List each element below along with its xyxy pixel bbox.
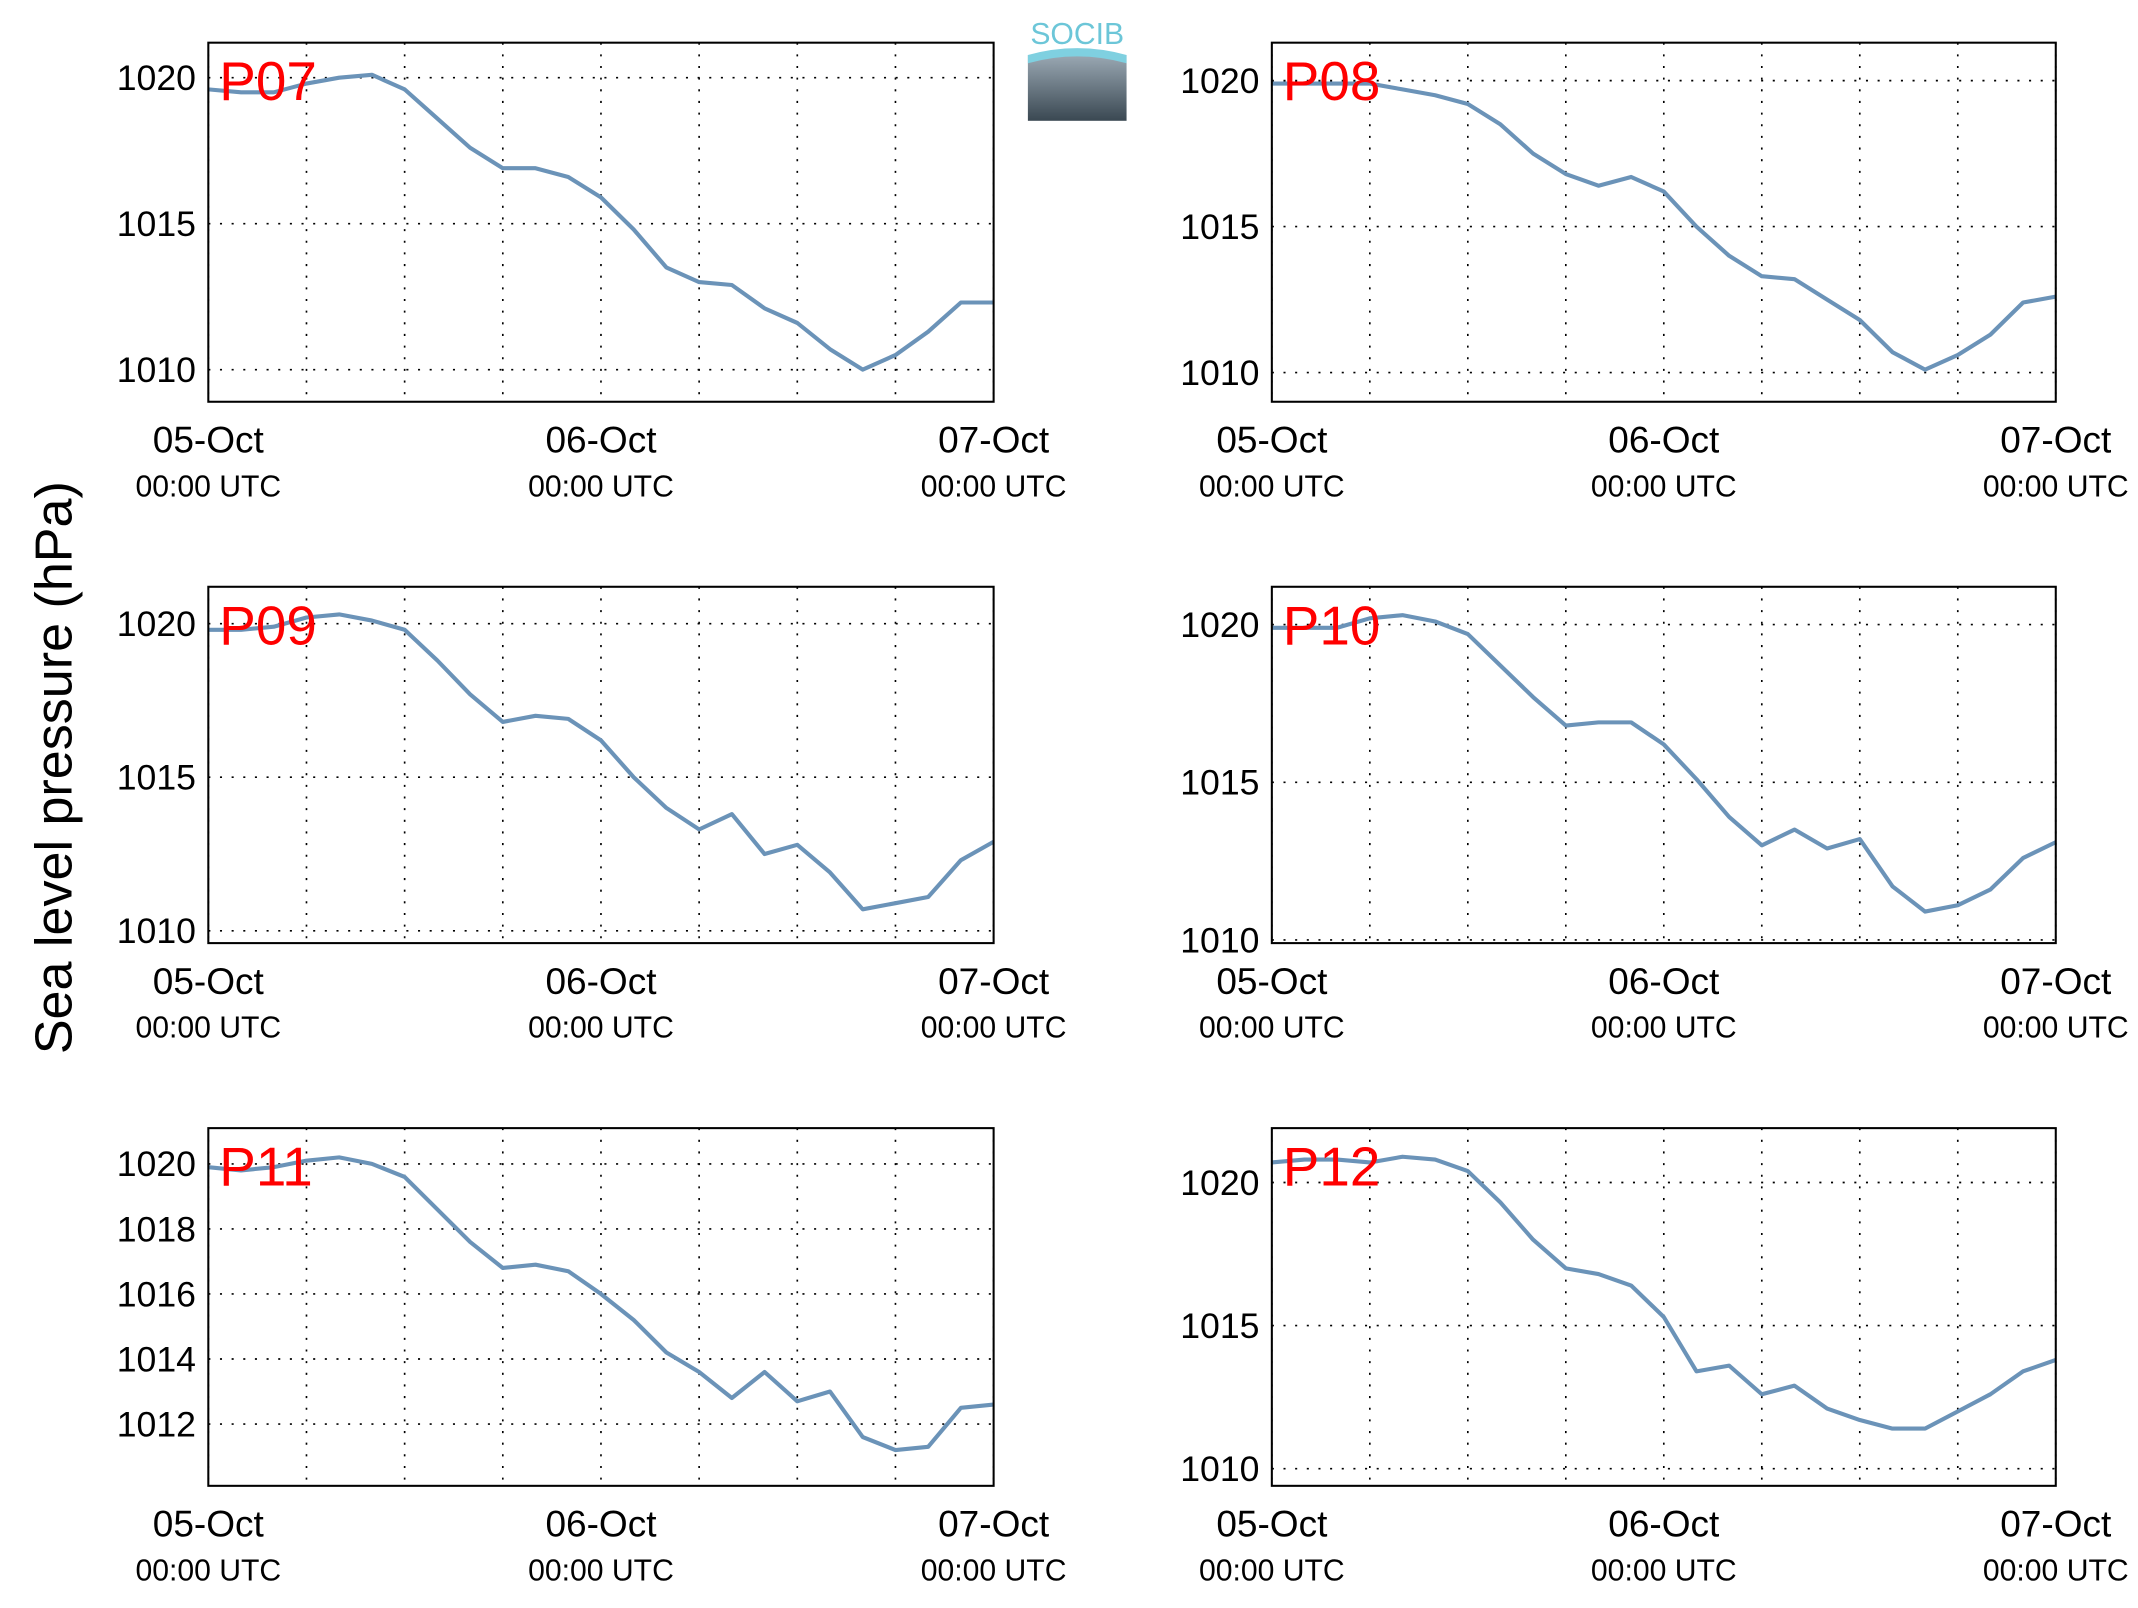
x-tick-label: 07-Oct	[938, 961, 1050, 1002]
logo-text: SOCIB	[1030, 18, 1124, 51]
data-line	[1271, 613, 2057, 914]
x-tick-sublabel: 00:00 UTC	[135, 470, 281, 503]
x-tick-sublabel: 00:00 UTC	[921, 1012, 1067, 1045]
y-tick-label: 1016	[117, 1274, 196, 1314]
x-tick-label: 07-Oct	[938, 419, 1050, 460]
x-tick-sublabel: 00:00 UTC	[1983, 1554, 2129, 1587]
x-tick-label: 05-Oct	[153, 961, 265, 1002]
subplot: 1010 1015 1020 05-Oct 00:00 UTC 06-Oct 00:00 U…	[117, 41, 1067, 503]
x-tick-sublabel: 00:00 UTC	[921, 1554, 1067, 1587]
y-tick-label: 1012	[117, 1404, 196, 1444]
x-tick-sublabel: 00:00 UTC	[1983, 1012, 2129, 1045]
x-tick-label: 06-Oct	[1608, 419, 1720, 460]
y-tick-label: 1010	[117, 911, 196, 951]
data-line	[208, 1155, 994, 1453]
panel-title: P08	[1283, 50, 1381, 112]
y-tick-label: 1010	[1180, 1449, 1259, 1489]
x-tick-sublabel: 00:00 UTC	[1591, 470, 1737, 503]
y-tick-label: 1015	[117, 204, 196, 244]
x-tick-sublabel: 00:00 UTC	[1591, 1012, 1737, 1045]
panel-title: P07	[219, 50, 317, 112]
subplot: 1010 1015 1020 05-Oct 00:00 UTC 06-Oct 00:00 U…	[1180, 585, 2129, 1045]
x-tick-sublabel: 00:00 UTC	[528, 1012, 674, 1045]
x-tick-sublabel: 00:00 UTC	[1199, 1012, 1345, 1045]
panel-title: P10	[1283, 594, 1381, 656]
y-tick-label: 1020	[1180, 61, 1259, 101]
logo: SOCIB	[1027, 18, 1127, 121]
x-tick-label: 07-Oct	[938, 1504, 1050, 1545]
x-tick-label: 07-Oct	[2000, 961, 2112, 1002]
x-tick-label: 05-Oct	[1216, 1504, 1328, 1545]
x-tick-sublabel: 00:00 UTC	[1983, 470, 2129, 503]
plot-area	[208, 42, 994, 402]
x-tick-label: 06-Oct	[545, 1504, 657, 1545]
x-tick-label: 06-Oct	[545, 419, 657, 460]
y-tick-label: 1020	[1180, 1163, 1259, 1203]
x-tick-label: 05-Oct	[153, 419, 265, 460]
x-tick-sublabel: 00:00 UTC	[1199, 1554, 1345, 1587]
y-tick-label: 1015	[1180, 1306, 1259, 1346]
y-tick-label: 1015	[1180, 207, 1259, 247]
x-tick-sublabel: 00:00 UTC	[135, 1012, 281, 1045]
x-tick-sublabel: 00:00 UTC	[921, 470, 1067, 503]
y-tick-label: 1010	[1180, 353, 1259, 393]
x-tick-label: 05-Oct	[1216, 961, 1328, 1002]
data-line	[208, 72, 994, 372]
y-tick-label: 1010	[1180, 920, 1259, 960]
y-tick-label: 1010	[117, 350, 196, 390]
y-tick-label: 1020	[1180, 605, 1259, 645]
plot-frame	[1270, 585, 2057, 945]
subplot: 1010 1015 1020 05-Oct 00:00 UTC 06-Oct 00:00 U…	[117, 585, 1067, 1045]
plot-frame	[1270, 1127, 2057, 1487]
subplot: 1012 1014 1016 1018 1020 05-Oct 00:00 UTC 06-Oc…	[117, 1127, 1067, 1587]
y-tick-label: 1015	[1180, 763, 1259, 803]
y-tick-label: 1014	[117, 1339, 196, 1379]
subplot: 1010 1015 1020 05-Oct 00:00 UTC 06-Oct 00:00 U…	[1180, 1127, 2129, 1587]
x-tick-label: 06-Oct	[545, 961, 657, 1002]
y-axis-label: Sea level pressure (hPa)	[25, 481, 83, 1054]
subplot: 1010 1015 1020 05-Oct 00:00 UTC 06-Oct 00:00 U…	[1180, 41, 2129, 503]
x-tick-sublabel: 00:00 UTC	[528, 1554, 674, 1587]
panel-title: P12	[1283, 1136, 1381, 1198]
panel-title: P11	[219, 1136, 312, 1198]
x-tick-label: 06-Oct	[1608, 961, 1720, 1002]
plot-frame	[1270, 41, 2057, 403]
y-tick-label: 1018	[117, 1209, 196, 1249]
x-tick-label: 07-Oct	[2000, 1504, 2112, 1545]
x-tick-label: 06-Oct	[1608, 1504, 1720, 1545]
data-line	[1271, 1154, 2057, 1431]
y-tick-label: 1020	[117, 58, 196, 98]
y-tick-label: 1020	[117, 604, 196, 644]
logo-wave	[1027, 48, 1127, 64]
data-line	[208, 612, 995, 912]
x-tick-sublabel: 00:00 UTC	[528, 470, 674, 503]
x-tick-label: 07-Oct	[2000, 419, 2112, 460]
logo-graphic	[1027, 55, 1127, 121]
x-tick-label: 05-Oct	[1216, 419, 1328, 460]
panel-title: P09	[219, 594, 317, 656]
x-tick-label: 05-Oct	[153, 1504, 265, 1545]
x-tick-sublabel: 00:00 UTC	[1591, 1554, 1737, 1587]
y-tick-label: 1015	[117, 758, 196, 798]
plot-area	[1271, 42, 2056, 402]
x-tick-sublabel: 00:00 UTC	[1199, 470, 1345, 503]
plot-frame	[207, 41, 995, 403]
data-line	[1271, 81, 2057, 372]
plot-frame	[207, 585, 995, 945]
y-tick-label: 1020	[117, 1144, 196, 1184]
plot-frame	[207, 1127, 995, 1487]
x-tick-sublabel: 00:00 UTC	[135, 1554, 281, 1587]
